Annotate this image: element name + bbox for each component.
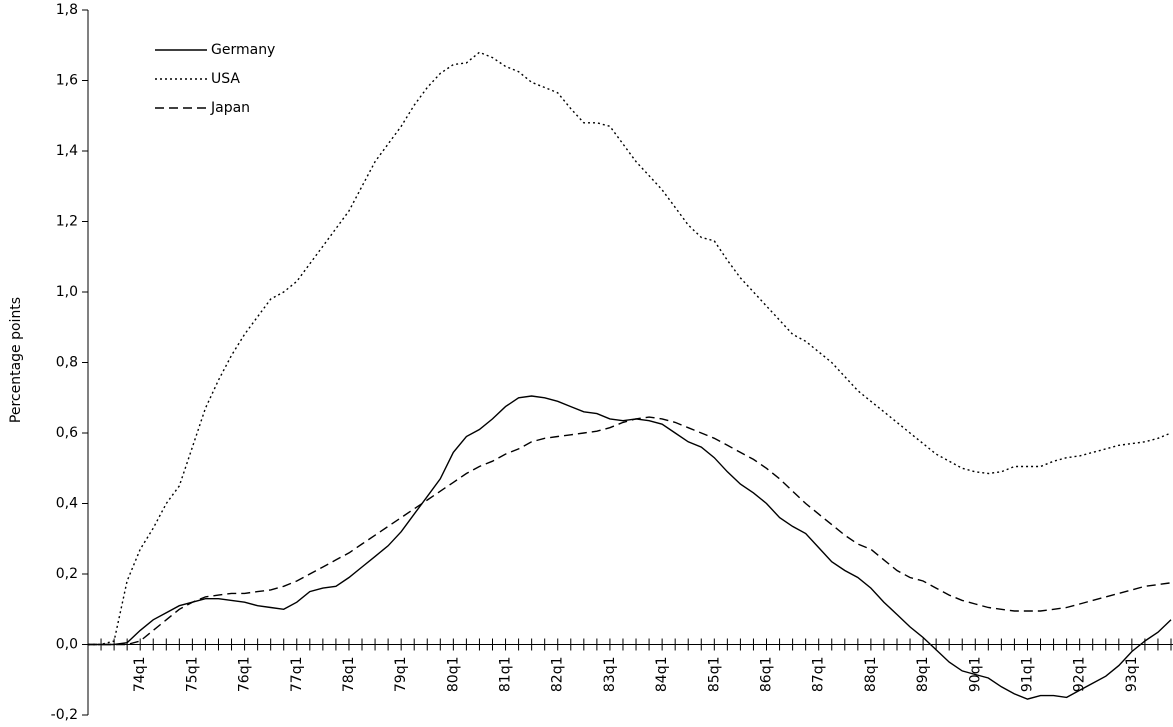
x-tick-label: 75q1 — [184, 657, 200, 693]
y-tick-label: -0,2 — [51, 707, 78, 723]
x-tick-label: 92q1 — [1072, 657, 1088, 693]
x-tick-label: 81q1 — [498, 657, 514, 693]
line-series — [88, 395, 1172, 700]
x-tick-label: 79q1 — [393, 657, 409, 693]
x-tick-label: 85q1 — [706, 657, 722, 693]
x-tick-label: 93q1 — [1124, 657, 1140, 693]
y-tick-label: 1,8 — [56, 2, 78, 18]
y-tick-label: 1,6 — [56, 73, 78, 89]
line-series — [88, 51, 1172, 646]
legend-label: Germany — [211, 42, 275, 58]
y-tick-label: 1,0 — [56, 284, 78, 300]
x-tick-label: 77q1 — [289, 657, 305, 693]
x-tick-label: 91q1 — [1019, 657, 1035, 693]
x-tick-label: 88q1 — [863, 657, 879, 693]
y-tick-label: 1,4 — [56, 143, 78, 159]
x-tick-label: 74q1 — [132, 657, 148, 693]
y-tick-label: 0,0 — [56, 637, 78, 653]
y-tick-label: 0,2 — [56, 566, 78, 582]
legend-label: USA — [211, 71, 240, 87]
x-tick-label: 89q1 — [915, 657, 931, 693]
y-tick-label: 0,6 — [56, 425, 78, 441]
y-tick-label: 0,4 — [56, 496, 78, 512]
y-tick-label: 1,2 — [56, 214, 78, 230]
y-tick-label: 0,8 — [56, 355, 78, 371]
x-tick-label: 87q1 — [811, 657, 827, 693]
x-tick-label: 84q1 — [654, 657, 670, 693]
x-tick-label: 82q1 — [550, 657, 566, 693]
x-tick-label: 76q1 — [237, 657, 253, 693]
line-series — [88, 416, 1172, 646]
x-tick-label: 78q1 — [341, 657, 357, 693]
y-axis-label: Percentage points — [8, 297, 24, 423]
x-tick-label: 86q1 — [759, 657, 775, 693]
x-tick-label: 80q1 — [445, 657, 461, 693]
x-tick-label: 83q1 — [602, 657, 618, 693]
legend-label: Japan — [210, 100, 250, 116]
